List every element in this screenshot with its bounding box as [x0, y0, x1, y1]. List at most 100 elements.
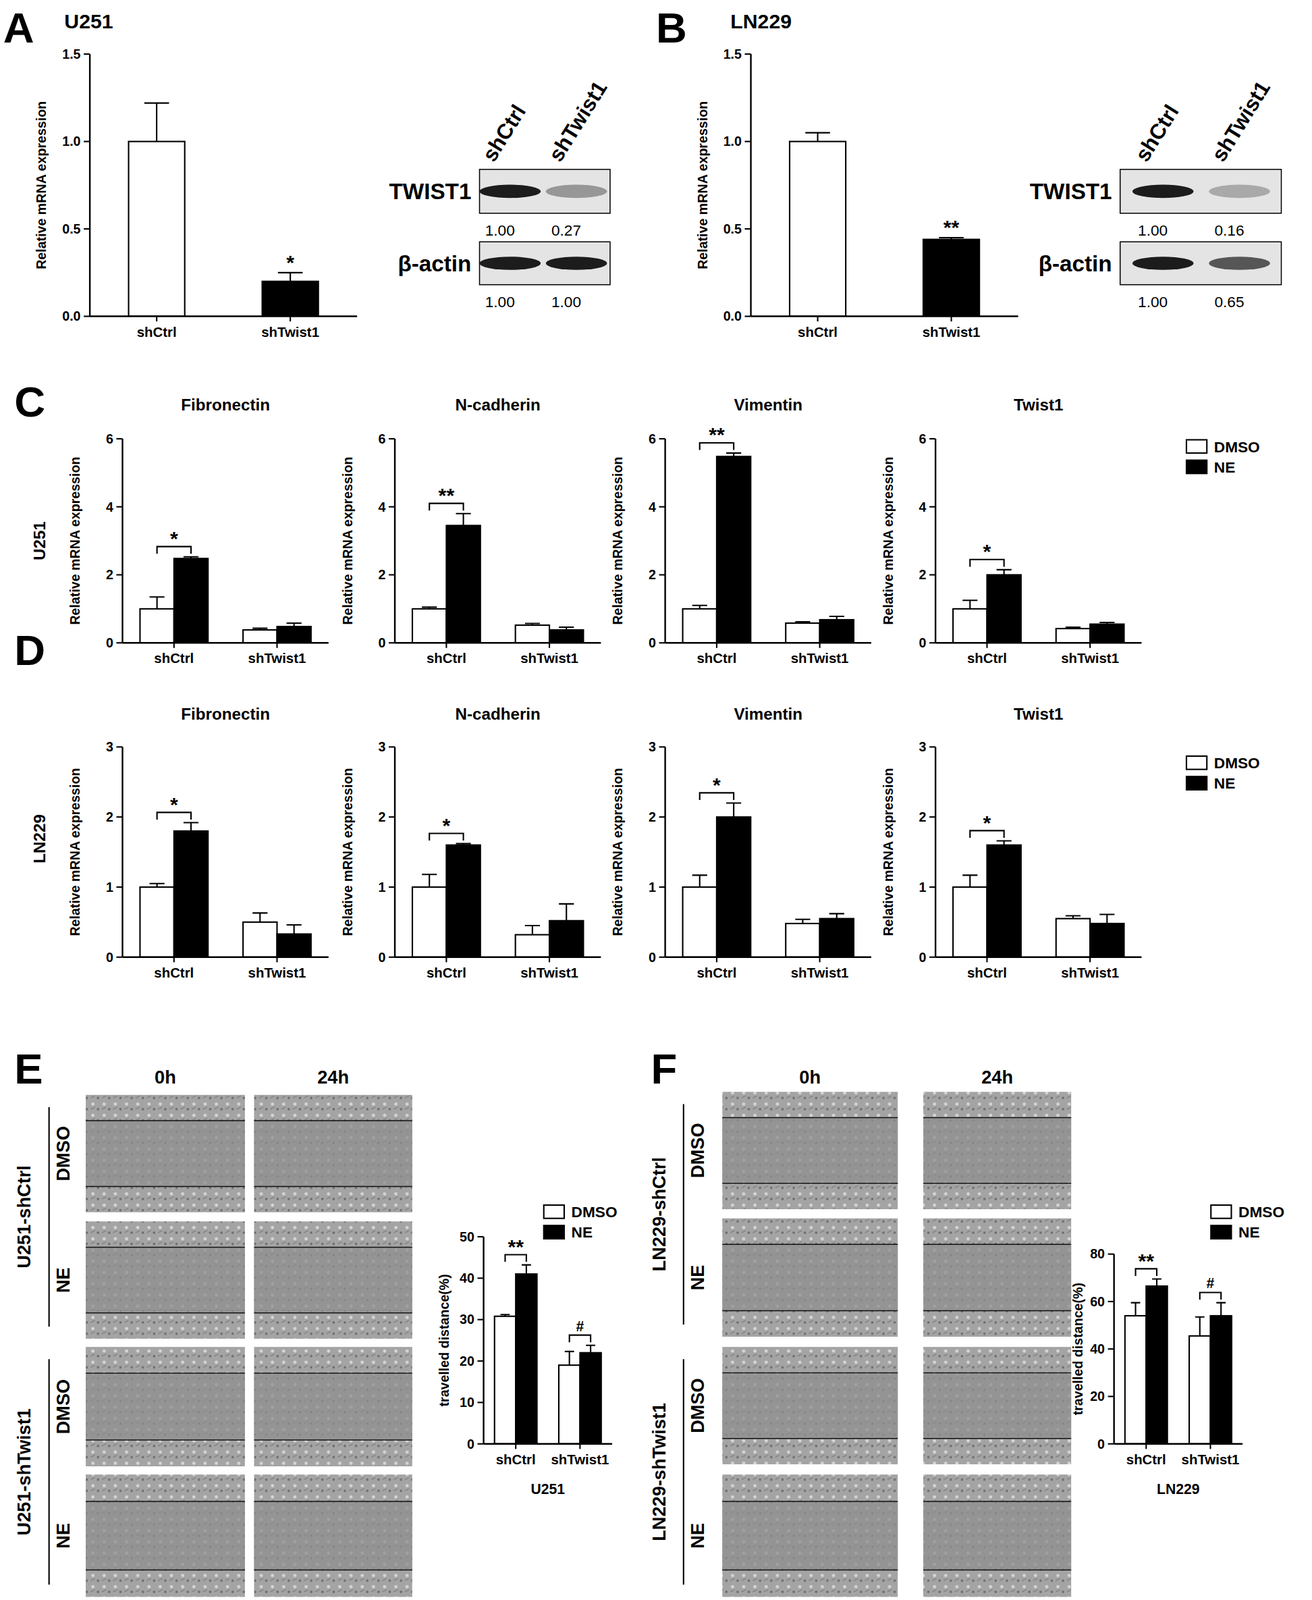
error-bar — [149, 596, 165, 609]
scratch-assay: 0h24hDMSONEU251-shCtrlDMSONEU251-shTwist… — [13, 1066, 412, 1597]
plot-area — [139, 822, 311, 957]
y-tick — [744, 228, 751, 230]
y-axis-label: Relative mRNA expression — [67, 456, 83, 625]
error-bar — [558, 626, 574, 630]
y-tick — [744, 53, 751, 55]
panel-label: C — [14, 377, 46, 426]
significance-label: * — [983, 539, 992, 563]
y-tick-label: 2 — [919, 566, 927, 582]
error-bar — [726, 452, 742, 457]
bar — [785, 923, 820, 958]
legend-swatch — [1210, 1204, 1232, 1219]
y-tick-label: 0 — [105, 949, 114, 965]
legend-label: DMSO — [1214, 753, 1261, 772]
group-label: LN229-shCtrl — [648, 1156, 670, 1271]
x-tick — [817, 316, 819, 322]
time-label: 24h — [981, 1066, 1014, 1088]
legend: DMSONE — [1186, 753, 1261, 792]
blot-quantity: 1.00 — [485, 221, 515, 239]
y-tick-label: 0 — [648, 949, 656, 965]
wound-area — [253, 1500, 412, 1570]
x-tick-label: shCtrl — [153, 965, 194, 980]
wound-edge — [722, 1309, 898, 1312]
y-tick — [116, 815, 123, 818]
y-axis — [394, 438, 396, 643]
bar — [242, 921, 277, 958]
wound-edge — [253, 1185, 412, 1188]
plot-area — [789, 132, 980, 317]
bar — [494, 1316, 516, 1444]
significance-bracket — [1199, 1292, 1221, 1300]
y-tick — [477, 1359, 484, 1362]
group-bracket — [48, 1106, 50, 1327]
wound-edge — [85, 1569, 245, 1571]
y-tick — [388, 573, 395, 576]
treatment-label: DMSO — [52, 1378, 74, 1435]
bar — [716, 456, 751, 643]
error-bar — [421, 873, 437, 887]
x-tick-label: shCtrl — [797, 324, 838, 340]
y-axis — [664, 746, 666, 957]
error-bar — [421, 606, 437, 609]
chart-title: Twist1 — [1013, 704, 1063, 723]
group-bracket — [682, 1103, 685, 1324]
bar — [952, 886, 987, 958]
y-tick — [659, 886, 666, 888]
wound-area — [85, 1120, 245, 1186]
y-tick-label: 20 — [1089, 1388, 1105, 1404]
lane-label: shTwist1 — [1206, 76, 1275, 166]
blot-quantity: 1.00 — [1137, 221, 1168, 239]
y-tick — [477, 1276, 484, 1279]
y-tick-label: 3 — [919, 739, 927, 754]
blot-band — [1132, 256, 1194, 270]
panel-label: B — [656, 4, 688, 52]
plot-area — [682, 452, 854, 643]
y-axis-label: Relative mRNA expression — [610, 768, 625, 937]
y-tick-label: 0 — [467, 1436, 475, 1452]
y-tick — [116, 641, 123, 644]
plot-area — [412, 513, 584, 643]
y-tick-label: 1 — [105, 879, 114, 895]
x-axis — [394, 641, 601, 644]
x-tick — [445, 642, 447, 648]
error-bar — [183, 556, 199, 559]
bar — [1125, 1315, 1146, 1444]
y-tick-label: 3 — [648, 739, 656, 754]
error-bar — [286, 622, 302, 627]
lane-label: shTwist1 — [543, 76, 612, 166]
legend: DMSONE — [1186, 438, 1261, 476]
x-tick-label: shTwist1 — [790, 650, 850, 666]
wound-edge — [85, 1246, 245, 1248]
y-axis-label: Relative mRNA expression — [880, 456, 896, 625]
y-axis — [89, 53, 91, 316]
blot-row-label: β-actin — [1038, 251, 1113, 277]
x-tick-label: shTwist1 — [248, 965, 307, 980]
group-label: U251-shTwist1 — [13, 1407, 35, 1535]
y-axis-label: Relative mRNA expression — [67, 768, 83, 937]
micrograph — [923, 1346, 1072, 1464]
x-axis — [89, 315, 358, 317]
micrograph — [85, 1220, 245, 1339]
wound-area — [923, 1372, 1072, 1438]
chart-title: LN229 — [730, 10, 792, 33]
y-tick — [929, 956, 936, 958]
y-tick — [388, 641, 395, 644]
y-tick-label: 4 — [648, 499, 656, 515]
significance-bracket — [569, 1334, 591, 1343]
x-axis — [751, 315, 1019, 317]
error-bar — [455, 513, 471, 526]
y-axis-label: Relative mRNA expression — [695, 101, 710, 270]
error-bar — [829, 616, 845, 620]
x-tick-label: shCtrl — [967, 650, 1007, 666]
y-tick — [744, 141, 751, 143]
blot-frame — [479, 241, 611, 285]
treatment-label: NE — [687, 1522, 708, 1549]
y-tick-label: 0 — [105, 635, 114, 650]
error-bar — [585, 1345, 596, 1353]
x-tick-label: shCtrl — [426, 650, 467, 666]
x-tick — [819, 957, 821, 963]
x-axis — [122, 641, 328, 644]
error-bar — [996, 840, 1012, 845]
y-axis — [664, 438, 666, 643]
y-tick — [116, 886, 123, 888]
